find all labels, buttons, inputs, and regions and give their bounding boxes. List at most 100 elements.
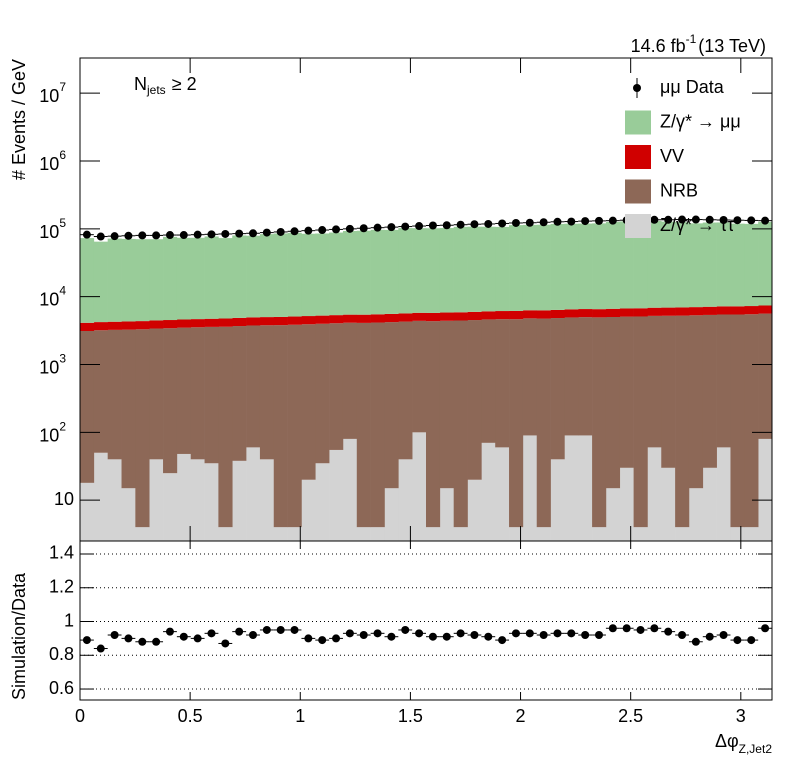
annotation: Njets ≥ 2	[134, 74, 197, 97]
histogram-bar	[578, 223, 593, 310]
histogram-bar	[218, 527, 233, 541]
data-point	[470, 220, 479, 229]
histogram-bar	[315, 315, 330, 324]
overlay: 0.6 0.8 1 1.2 1.4 μμ Data Z/γ* → μμ VV NRB Z/γ* →…	[39, 57, 773, 726]
data-point	[567, 217, 576, 226]
histogram-bar	[439, 320, 454, 489]
data-point	[733, 216, 742, 225]
histogram-area	[80, 220, 772, 541]
histogram-bar	[80, 322, 95, 331]
data-point	[332, 225, 341, 234]
x-tick-label: 1.5	[398, 706, 423, 726]
ratio-y-tick-label: 0.6	[49, 678, 74, 698]
histogram-bar	[149, 320, 164, 329]
histogram-bar	[426, 228, 441, 313]
histogram-bar	[259, 317, 275, 326]
ratio-point	[179, 632, 188, 641]
histogram-bar	[121, 329, 136, 489]
data-point	[249, 229, 257, 238]
histogram-bar	[661, 315, 676, 468]
histogram-bar	[163, 320, 178, 329]
histogram-bar	[592, 527, 607, 541]
ratio-point	[332, 634, 341, 643]
histogram-bar	[536, 224, 551, 311]
histogram-bar	[204, 236, 219, 319]
ratio-point	[276, 625, 285, 634]
histogram-bar	[426, 321, 441, 528]
histogram-bar	[149, 328, 164, 460]
histogram-bar	[467, 311, 482, 321]
data-point	[82, 230, 91, 239]
histogram-bar	[495, 226, 510, 312]
histogram-bar	[661, 467, 676, 541]
ratio-point	[262, 625, 271, 634]
y-tick-label: 107	[39, 80, 66, 106]
histogram-bar	[163, 473, 178, 541]
histogram-bar	[619, 467, 634, 541]
histogram-bar	[592, 223, 607, 310]
data-point	[318, 226, 327, 235]
histogram-bar	[246, 325, 261, 448]
histogram-bar	[564, 435, 579, 541]
y-tick-label: 105	[39, 216, 66, 242]
histogram-bar	[647, 307, 662, 316]
histogram-bar	[730, 527, 745, 541]
histogram-bar	[370, 527, 385, 541]
histogram-bar	[716, 447, 731, 541]
histogram-bar	[605, 488, 621, 541]
histogram-bar	[716, 306, 731, 315]
histogram-bar	[384, 322, 399, 489]
data-point	[373, 223, 382, 232]
histogram-bar	[190, 237, 205, 320]
histogram-bar	[301, 479, 316, 541]
ratio-point	[581, 631, 590, 640]
x-label-sub: Z,Jet2	[739, 742, 773, 756]
histogram-bar	[135, 329, 150, 528]
histogram-bar	[163, 328, 178, 474]
histogram-bar	[495, 311, 510, 320]
histogram-bar	[453, 527, 468, 541]
histogram-bar	[149, 239, 164, 321]
data-point	[262, 228, 271, 237]
data-point	[235, 229, 244, 238]
histogram-bar	[453, 226, 468, 313]
y-tick-base: 10	[39, 357, 59, 377]
histogram-bar	[398, 228, 413, 314]
data-point	[442, 221, 451, 230]
histogram-bar	[163, 236, 178, 321]
data-point	[276, 227, 285, 236]
histogram-bar	[121, 488, 136, 541]
histogram-bar	[315, 463, 330, 541]
histogram-bar	[190, 459, 205, 541]
data-point	[719, 215, 728, 224]
histogram-bar	[398, 459, 413, 541]
histogram-bar	[536, 527, 551, 541]
histogram-bar	[702, 467, 717, 541]
histogram-bar	[329, 232, 344, 316]
data-point	[387, 223, 396, 232]
x-axis-label: ΔφZ,Jet2	[715, 731, 772, 756]
data-point	[415, 222, 424, 231]
ratio-point	[345, 629, 354, 638]
histogram-bar	[439, 488, 454, 541]
histogram-bar	[398, 313, 413, 322]
y-tick-base: 10	[39, 154, 59, 174]
y-tick-exp: 6	[59, 148, 66, 162]
histogram-bar	[273, 316, 288, 326]
legend-marker	[633, 84, 641, 92]
y-tick-exp: 3	[59, 352, 66, 366]
ratio-point	[373, 629, 382, 638]
ratio-point	[567, 629, 576, 638]
histogram-bar	[190, 319, 205, 328]
data-point	[428, 221, 437, 230]
ratio-y-tick-label: 1.2	[49, 577, 74, 597]
data-point	[179, 231, 188, 240]
histogram-bar	[287, 316, 302, 325]
data-point	[650, 215, 659, 224]
histogram-bar	[744, 314, 759, 528]
ratio-point	[456, 629, 465, 638]
data-point	[608, 216, 617, 225]
histogram-bar	[232, 460, 247, 541]
ratio-point	[622, 624, 631, 633]
